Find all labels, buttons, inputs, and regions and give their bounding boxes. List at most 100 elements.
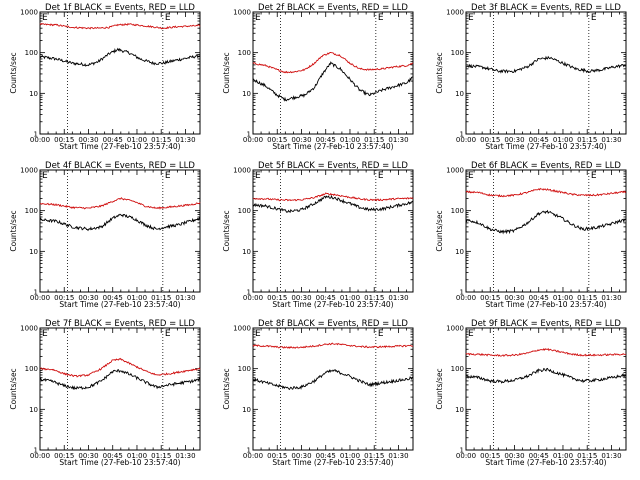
marker-label: E <box>468 329 474 339</box>
panel-title: Det 6f BLACK = Events, RED = LLD <box>471 161 621 171</box>
y-tick-label: 100 <box>238 49 251 57</box>
y-tick-label: 10 <box>455 90 464 98</box>
y-tick-label: 1000 <box>446 167 464 175</box>
plot-frame <box>39 169 201 293</box>
plot-frame <box>39 11 201 135</box>
y-tick-label: 1000 <box>20 9 38 17</box>
x-tick-label: 01:00 <box>340 294 360 302</box>
detector-panel-9: Det 9f BLACK = Events, RED = LLD 1 10 100 10… <box>435 319 627 467</box>
x-tick-label: 00:30 <box>504 294 524 302</box>
y-tick-label: 100 <box>238 365 251 373</box>
panel-title: Det 7f BLACK = Events, RED = LLD <box>45 319 195 329</box>
marker-label: E <box>378 171 384 181</box>
x-tick-label: 01:15 <box>577 294 597 302</box>
y-axis-label: Counts/sec <box>222 368 231 409</box>
marker-label: E <box>255 13 261 23</box>
series-line-events <box>252 369 414 391</box>
y-tick-label: 1 <box>460 289 464 297</box>
y-tick-label: 100 <box>451 207 464 215</box>
y-tick-label: 1 <box>460 131 464 139</box>
x-axis-label: Start Time (27-Feb-10 23:57:40) <box>272 458 393 467</box>
marker-label: E <box>591 329 597 339</box>
plot-frame <box>39 327 201 451</box>
x-axis-label: Start Time (27-Feb-10 23:57:40) <box>59 458 180 467</box>
x-tick-label: 00:30 <box>504 136 524 144</box>
marker-label: E <box>591 171 597 181</box>
x-tick-label: 01:00 <box>127 452 147 460</box>
x-tick-label: 00:00 <box>30 452 50 460</box>
x-tick-label: 01:00 <box>127 136 147 144</box>
x-tick-label: 00:45 <box>316 452 336 460</box>
marker-label: E <box>42 13 48 23</box>
x-tick-label: 01:00 <box>553 452 573 460</box>
y-axis-label: Counts/sec <box>9 368 18 409</box>
marker-label: E <box>42 171 48 181</box>
x-axis-label: Start Time (27-Feb-10 23:57:40) <box>485 142 606 151</box>
x-tick-label: 00:30 <box>78 452 98 460</box>
detector-panel-7: Det 7f BLACK = Events, RED = LLD 1 10 100 10… <box>9 319 201 467</box>
series-line-events <box>39 47 201 67</box>
y-tick-label: 10 <box>29 406 38 414</box>
x-tick-label: 00:30 <box>291 294 311 302</box>
x-tick-label: 00:00 <box>456 136 476 144</box>
y-tick-label: 10 <box>242 406 251 414</box>
y-tick-label: 100 <box>451 365 464 373</box>
x-tick-label: 00:15 <box>267 136 287 144</box>
x-tick-label: 00:45 <box>529 452 549 460</box>
y-tick-label: 1000 <box>233 325 251 333</box>
plot-frame <box>465 327 627 451</box>
x-tick-label: 00:00 <box>243 136 263 144</box>
detector-panel-2: Det 2f BLACK = Events, RED = LLD 1 10 100 10… <box>222 3 414 151</box>
x-tick-label: 00:00 <box>456 294 476 302</box>
marker-label: E <box>468 171 474 181</box>
series-line-lld <box>465 187 627 198</box>
x-tick-label: 01:15 <box>364 452 384 460</box>
x-tick-label: 01:30 <box>175 294 195 302</box>
y-tick-label: 100 <box>25 365 38 373</box>
series-line-lld <box>40 357 201 378</box>
x-tick-label: 00:00 <box>456 452 476 460</box>
x-tick-label: 01:15 <box>577 452 597 460</box>
x-tick-label: 00:30 <box>78 136 98 144</box>
detector-panel-1: Det 1f BLACK = Events, RED = LLD 1 10 100 10… <box>9 3 201 151</box>
x-tick-label: 01:30 <box>601 294 621 302</box>
detector-panel-6: Det 6f BLACK = Events, RED = LLD 1 10 100 10… <box>435 161 627 309</box>
y-tick-label: 1000 <box>233 9 251 17</box>
y-tick-label: 10 <box>242 90 251 98</box>
x-tick-label: 00:45 <box>103 452 123 460</box>
detector-panel-5: Det 5f BLACK = Events, RED = LLD 1 10 100 10… <box>222 161 414 309</box>
y-tick-label: 1 <box>34 131 38 139</box>
series-line-events <box>252 61 414 102</box>
x-tick-label: 00:15 <box>54 452 74 460</box>
detector-panel-8: Det 8f BLACK = Events, RED = LLD 1 10 100 10… <box>222 319 414 467</box>
series-line-lld <box>252 52 414 74</box>
series-line-events <box>465 55 627 74</box>
plot-frame <box>465 11 627 135</box>
marker-label: E <box>255 329 261 339</box>
x-tick-label: 01:00 <box>553 136 573 144</box>
panel-title: Det 3f BLACK = Events, RED = LLD <box>471 3 621 13</box>
x-tick-label: 00:15 <box>480 452 500 460</box>
x-tick-label: 01:30 <box>388 136 408 144</box>
y-axis-label: Counts/sec <box>9 210 18 251</box>
y-tick-label: 10 <box>29 248 38 256</box>
x-tick-label: 01:15 <box>151 452 171 460</box>
x-tick-label: 01:15 <box>151 294 171 302</box>
series-line-lld <box>252 192 414 202</box>
series-line-events <box>39 369 201 391</box>
plot-frame <box>252 169 414 293</box>
y-axis-label: Counts/sec <box>222 52 231 93</box>
x-axis-label: Start Time (27-Feb-10 23:57:40) <box>485 300 606 309</box>
y-tick-label: 1000 <box>446 325 464 333</box>
y-tick-label: 1 <box>247 447 251 455</box>
plot-frame <box>252 327 414 451</box>
x-tick-label: 01:00 <box>340 136 360 144</box>
series-line-lld <box>465 347 627 357</box>
x-tick-label: 00:15 <box>54 294 74 302</box>
y-tick-label: 100 <box>238 207 251 215</box>
detector-panel-3: Det 3f BLACK = Events, RED = LLD 1 10 100 10… <box>435 3 627 151</box>
panel-title: Det 1f BLACK = Events, RED = LLD <box>45 3 195 13</box>
x-tick-label: 01:30 <box>175 452 195 460</box>
y-axis-label: Counts/sec <box>435 52 444 93</box>
